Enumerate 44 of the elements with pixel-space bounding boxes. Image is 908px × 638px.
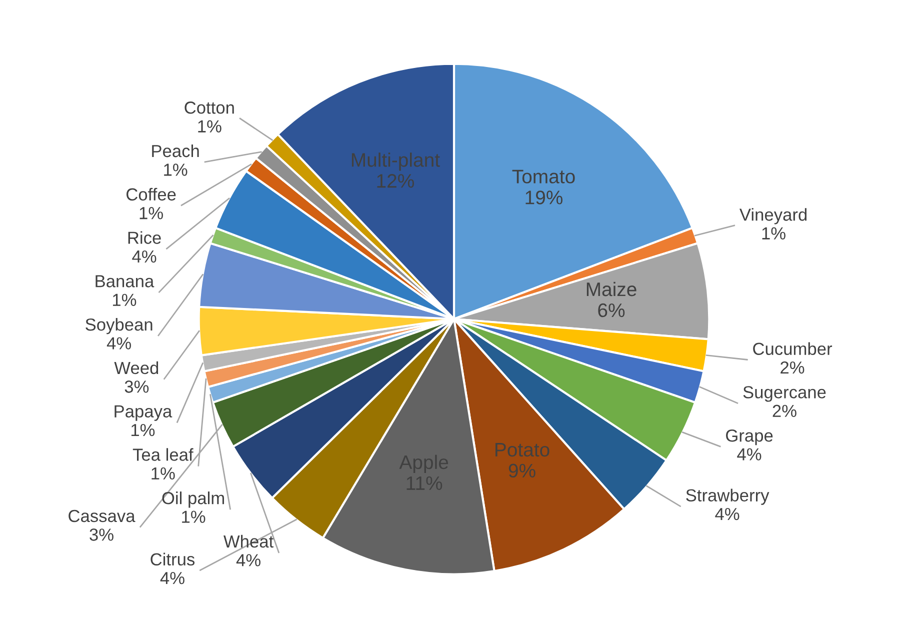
slice-label: Cotton <box>184 102 234 114</box>
data-label: 4% <box>160 572 184 584</box>
data-label: 1% <box>131 424 155 436</box>
data-label: 4% <box>715 508 740 520</box>
slice-label: Papaya <box>114 405 172 421</box>
slice-label: Coffee <box>126 188 176 201</box>
data-label: 4% <box>737 448 762 460</box>
data-label: 12% <box>377 174 414 188</box>
data-label: 1% <box>198 120 222 132</box>
data-label: 9% <box>508 464 536 478</box>
data-label: 1% <box>140 207 163 220</box>
data-label: 6% <box>598 303 625 318</box>
data-label: 19% <box>526 190 562 204</box>
slice-label: Oil palm <box>162 492 224 508</box>
slice-label: Multi-plant <box>352 152 440 171</box>
data-label: 2% <box>780 361 804 374</box>
data-label: 1% <box>762 227 786 240</box>
data-label: 1% <box>112 294 136 306</box>
slice-label: Potato <box>495 443 550 457</box>
data-label: 4% <box>106 337 131 350</box>
slice-label: Citrus <box>150 552 195 566</box>
slice-label: Tomato <box>512 170 575 184</box>
data-label: 1% <box>164 164 188 176</box>
slice-label: Peach <box>152 144 199 158</box>
slice-label: Rice <box>128 231 161 244</box>
slice-label: Grape <box>726 429 773 446</box>
slice-label: Strawberry <box>686 488 770 505</box>
slice-label: Weed <box>114 361 158 374</box>
slice-label: Cassava <box>68 510 136 522</box>
data-label: 4% <box>236 554 260 566</box>
slice-label: Banana <box>96 275 154 288</box>
data-label: 4% <box>132 250 156 263</box>
slice-label: Maize <box>586 282 636 296</box>
slice-label: Soybean <box>86 318 152 334</box>
slice-label: Tea leaf <box>132 448 194 461</box>
data-label: 1% <box>182 510 206 523</box>
data-label: 2% <box>772 404 796 418</box>
slice-label: Vineyard <box>739 208 807 224</box>
slice-label: Wheat <box>224 534 274 548</box>
slice-label: Sugercane <box>743 386 826 402</box>
data-label: 3% <box>90 528 114 541</box>
data-label: 3% <box>124 380 149 393</box>
slice-label: Cucumber <box>753 342 832 355</box>
data-label: 1% <box>152 467 175 480</box>
